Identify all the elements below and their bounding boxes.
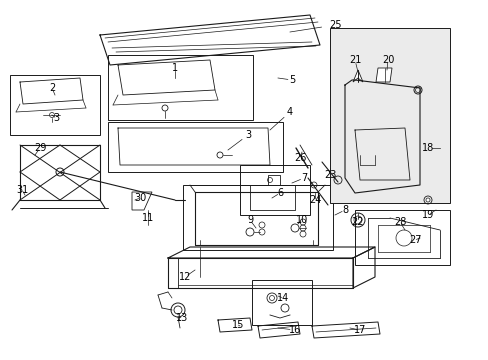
- Text: 10: 10: [295, 215, 307, 225]
- Text: 18: 18: [421, 143, 433, 153]
- Text: 13: 13: [176, 313, 188, 323]
- Text: 31: 31: [16, 185, 28, 195]
- Text: 24: 24: [308, 195, 321, 205]
- Text: 29: 29: [34, 143, 46, 153]
- Text: 3: 3: [53, 113, 59, 123]
- Polygon shape: [132, 192, 152, 210]
- Text: 20: 20: [381, 55, 393, 65]
- Polygon shape: [375, 68, 391, 82]
- Bar: [240, 165, 309, 215]
- Text: 15: 15: [231, 320, 244, 330]
- Text: 22: 22: [351, 217, 364, 227]
- Text: 14: 14: [276, 293, 288, 303]
- Text: 16: 16: [288, 325, 301, 335]
- Text: 19: 19: [421, 210, 433, 220]
- Text: 8: 8: [341, 205, 347, 215]
- Circle shape: [425, 198, 429, 202]
- Bar: [329, 28, 449, 203]
- Text: 2: 2: [49, 83, 55, 93]
- Bar: [108, 122, 283, 172]
- Text: 11: 11: [142, 213, 154, 223]
- Bar: [183, 185, 332, 250]
- Bar: [251, 280, 311, 325]
- Text: 17: 17: [353, 325, 366, 335]
- Text: 7: 7: [300, 173, 306, 183]
- Text: 23: 23: [323, 170, 336, 180]
- Text: 4: 4: [286, 107, 292, 117]
- Text: 6: 6: [276, 188, 283, 198]
- Text: 27: 27: [408, 235, 420, 245]
- Text: 30: 30: [134, 193, 146, 203]
- Text: 9: 9: [246, 215, 253, 225]
- Text: 3: 3: [244, 130, 250, 140]
- Bar: [108, 55, 252, 120]
- Text: 25: 25: [328, 20, 341, 30]
- Polygon shape: [352, 70, 362, 82]
- Text: 28: 28: [393, 217, 406, 227]
- Text: 26: 26: [293, 153, 305, 163]
- Text: 12: 12: [179, 272, 191, 282]
- Text: 21: 21: [348, 55, 361, 65]
- Bar: [354, 210, 449, 265]
- Text: 5: 5: [288, 75, 295, 85]
- Bar: [10, 75, 100, 135]
- Text: 1: 1: [172, 63, 178, 73]
